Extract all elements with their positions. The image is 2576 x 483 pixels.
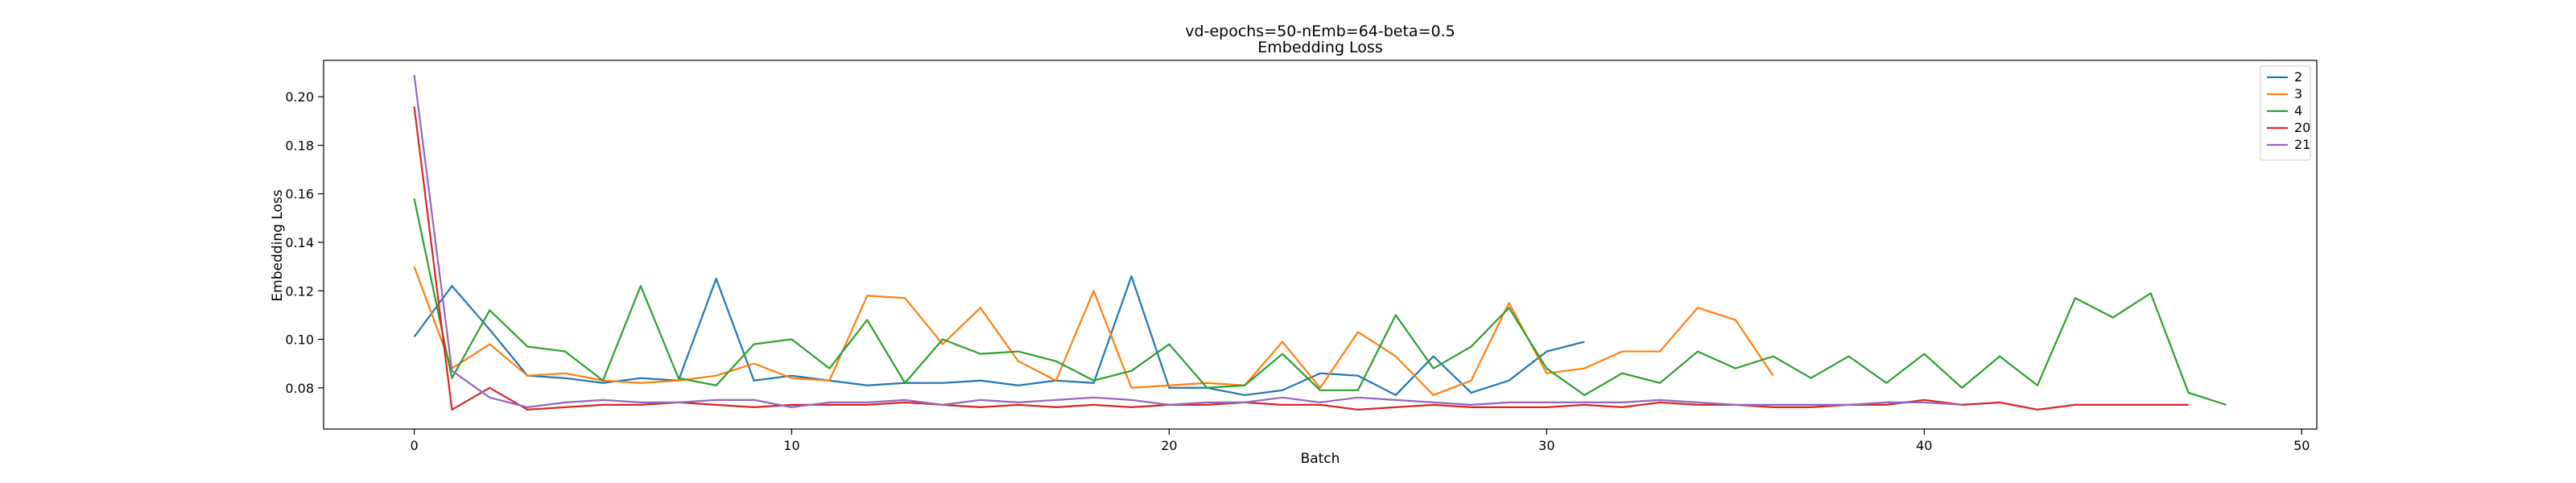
y-tick-label: 0.16 <box>285 187 314 202</box>
x-axis-label: Batch <box>1301 451 1340 467</box>
y-tick-label: 0.18 <box>285 138 314 153</box>
axes: 0 10 20 30 40 50 0.08 0.10 0.12 0.14 0.16 0.18 0.20 <box>285 60 2318 453</box>
legend-label-21: 21 <box>2294 137 2310 152</box>
series-line-2 <box>413 275 1585 396</box>
series-line-4 <box>413 198 2227 406</box>
y-tick-label: 0.20 <box>285 89 314 105</box>
y-tick-label: 0.10 <box>285 332 314 348</box>
legend-label-2: 2 <box>2294 69 2302 85</box>
x-tick-label: 0 <box>410 438 418 453</box>
legend-label-20: 20 <box>2294 120 2310 135</box>
series-line-20 <box>413 106 2189 411</box>
y-axis-label: Embedding Loss <box>270 189 286 301</box>
chart-title: vd-epochs=50-nEmb=64-beta=0.5 <box>1185 23 1455 40</box>
legend-box <box>2260 65 2311 161</box>
y-tick-label: 0.12 <box>285 283 314 299</box>
legend-label-3: 3 <box>2294 86 2302 101</box>
legend-label-4: 4 <box>2294 103 2302 118</box>
series-line-21 <box>413 74 1963 408</box>
x-tick-label: 20 <box>1161 438 1177 453</box>
series-lines <box>413 74 2227 411</box>
y-tick-label: 0.08 <box>285 381 314 396</box>
axes-frame <box>323 60 2318 430</box>
x-tick-label: 40 <box>1916 438 1932 453</box>
legend: 23 4 20 21 <box>2260 65 2311 161</box>
chart-subtitle: Embedding Loss <box>1257 39 1382 56</box>
x-tick-label: 50 <box>2293 438 2310 453</box>
y-tick-label: 0.14 <box>285 235 314 250</box>
x-tick-label: 30 <box>1538 438 1554 453</box>
series-line-3 <box>413 266 1774 396</box>
x-tick-label: 10 <box>783 438 799 453</box>
